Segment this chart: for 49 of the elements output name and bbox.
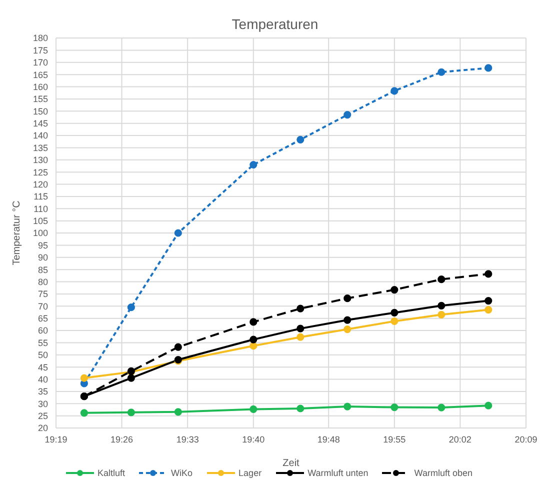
y-tick-label: 165 [32,70,48,80]
y-tick-label: 35 [38,386,48,397]
y-tick-label: 175 [32,45,48,56]
x-tick-label: 20:02 [448,434,472,444]
x-tick-label: 19:55 [383,434,406,444]
y-tick-label: 75 [38,289,48,300]
y-tick-label: 85 [38,264,48,275]
y-tick-label: 90 [38,252,48,263]
x-tick-label: 19:40 [242,434,265,444]
y-tick-label: 150 [32,106,48,116]
y-tick-label: 120 [32,179,48,190]
x-tick-label: 19:19 [44,434,68,444]
legend-label: Warmluft unten [306,468,368,478]
y-tick-label: 65 [38,314,48,324]
y-tick-label: 125 [32,167,48,178]
y-tick-label: 100 [32,228,48,238]
y-tick-label: 30 [38,398,48,409]
y-tick-label: 155 [32,94,48,104]
y-tick-label: 55 [38,338,48,348]
y-tick-label: 135 [32,142,48,153]
y-tick-label: 160 [32,82,48,92]
x-tick-label: 19:26 [110,434,134,444]
x-tick-label: 20:09 [514,434,538,444]
y-tick-label: 130 [32,155,48,166]
y-tick-label: 170 [32,58,48,68]
y-tick-label: 80 [38,276,48,287]
x-tick-label: 19:48 [317,434,340,444]
x-axis-title: Zeit [282,458,300,469]
y-axis-title: Temperatur °C [12,200,23,266]
y-tick-label: 145 [32,118,48,129]
y-tick-label: 110 [34,204,48,214]
y-tick-label: 20 [38,423,48,434]
x-tick-label: 19:33 [176,434,199,444]
y-tick-label: 95 [38,240,48,250]
legend-label: Kaltluft [96,468,126,478]
y-tick-label: 70 [38,301,48,312]
y-tick-label: 40 [38,374,48,384]
chart-title: Temperaturen [230,15,320,32]
y-tick-label: 140 [32,130,48,141]
y-tick-label: 50 [38,350,48,360]
y-tick-label: 45 [38,362,48,372]
y-tick-label: 25 [38,411,48,422]
y-tick-label: 115 [34,192,48,202]
y-tick-label: 105 [32,216,48,226]
legend-label: Warmluft oben [413,468,472,478]
y-tick-label: 60 [38,326,48,336]
y-tick-label: 180 [32,33,48,44]
legend-label: WiKo [170,468,193,478]
legend-label: Lager [238,468,262,478]
